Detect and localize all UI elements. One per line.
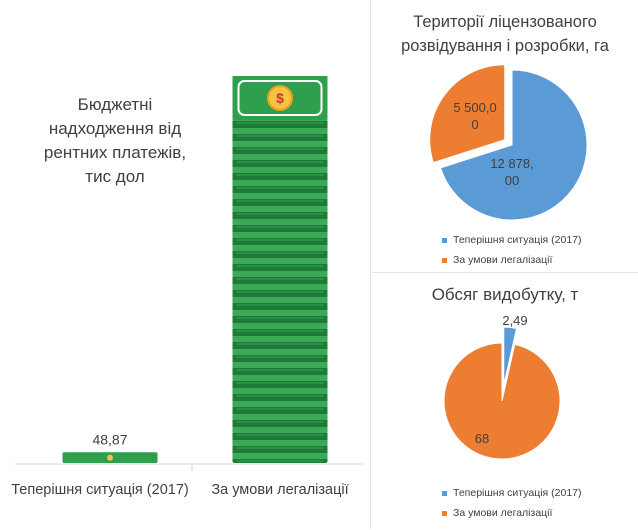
pie-slice-0 bbox=[503, 326, 518, 386]
legend-swatch bbox=[442, 237, 447, 243]
legend-item: Теперішня ситуація (2017) bbox=[442, 234, 582, 246]
legend-label: Теперішня ситуація (2017) bbox=[453, 234, 582, 246]
output-chart-title: Обсяг видобутку, т bbox=[431, 285, 579, 304]
territory-chart-panel: Території ліцензованого розвідування і р… bbox=[372, 0, 638, 270]
budget-chart-panel: Бюджетні надходження від рентних платежі… bbox=[11, 0, 371, 529]
legend-label: За умови легалізації bbox=[453, 254, 553, 266]
pie-data-label: 5 500,0 0 bbox=[453, 100, 496, 132]
pie-data-label: 2,49 bbox=[502, 313, 527, 328]
bar-category-label: За умови легалізації bbox=[211, 482, 349, 498]
legend-swatch bbox=[442, 490, 447, 496]
pie-data-label: 68 bbox=[475, 431, 489, 446]
output-pie-chart: 2,49 68 bbox=[443, 313, 561, 460]
pie-slice-1 bbox=[443, 342, 561, 460]
pie-slice-1 bbox=[429, 64, 506, 164]
legend-swatch bbox=[442, 257, 447, 263]
bar-data-label: 48,87 bbox=[92, 431, 127, 447]
svg-text:$: $ bbox=[276, 90, 284, 106]
legend-item: Теперішня ситуація (2017) bbox=[442, 487, 582, 499]
legend-label: За умови легалізації bbox=[453, 507, 553, 519]
legend-item: За умови легалізації bbox=[442, 254, 552, 266]
pie-data-label: 12 878, 00 bbox=[490, 156, 533, 188]
pie-slice-0 bbox=[439, 69, 588, 221]
budget-chart-title: Бюджетні надходження від рентних платежі… bbox=[43, 95, 187, 186]
territory-pie-chart: 12 878, 00 5 500,0 0 bbox=[429, 64, 588, 221]
bar-category-label: Теперішня ситуація (2017) bbox=[11, 482, 189, 498]
output-chart-panel: Обсяг видобутку, т 2,49 68 Теперішня ситу… bbox=[372, 272, 638, 530]
bar-1: $ bbox=[232, 76, 328, 463]
legend-item: За умови легалізації bbox=[442, 507, 552, 519]
bar-0 bbox=[62, 452, 158, 463]
legend-label: Теперішня ситуація (2017) bbox=[453, 487, 582, 499]
territory-chart-title: Території ліцензованого розвідування і р… bbox=[401, 13, 609, 55]
legend-swatch bbox=[442, 510, 447, 516]
budget-bar-chart: 48,87 $ bbox=[15, 76, 365, 471]
